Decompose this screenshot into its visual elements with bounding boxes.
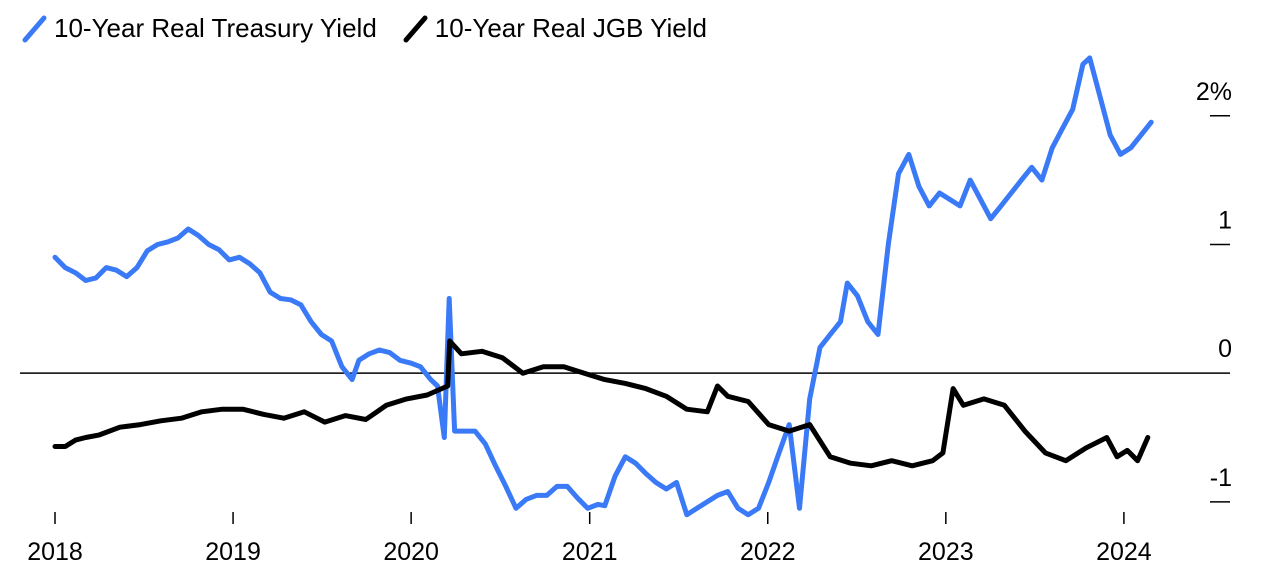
- legend-swatch-jgb: [403, 15, 428, 43]
- legend-swatch-treasury: [22, 15, 47, 43]
- series-line-jgb: [52, 338, 1151, 469]
- legend-label-jgb: 10-Year Real JGB Yield: [434, 13, 707, 43]
- x-tick-label-2022: 2022: [740, 538, 796, 566]
- legend-line-treasury: [22, 15, 47, 43]
- x-tick-label-2021: 2021: [562, 538, 618, 566]
- x-tick-label-2023: 2023: [918, 538, 974, 566]
- x-tick-label-2018: 2018: [27, 538, 83, 566]
- y-tick-label-1: 1: [1218, 206, 1232, 234]
- series-line-treasury: [52, 55, 1154, 518]
- x-tick-label-2020: 2020: [383, 538, 439, 566]
- series-layer: [52, 55, 1154, 518]
- legend-item-treasury[interactable]: 10-Year Real Treasury Yield: [22, 12, 377, 44]
- legend-line-jgb: [403, 15, 428, 43]
- y-tick-label-2: 0: [1218, 335, 1232, 363]
- x-axis: 2018 2019 2020 2021 2022 2023 2024: [27, 512, 1152, 566]
- y-tick-label-0: 2%: [1196, 78, 1232, 106]
- y-axis: 2% 1 0 -1: [1196, 78, 1232, 503]
- legend-label-treasury: 10-Year Real Treasury Yield: [54, 13, 377, 43]
- x-tick-label-2024: 2024: [1096, 538, 1152, 566]
- x-tick-label-2019: 2019: [205, 538, 261, 566]
- legend-item-jgb[interactable]: 10-Year Real JGB Yield: [403, 12, 707, 44]
- chart-legend: 10-Year Real Treasury Yield 10-Year Real…: [22, 12, 733, 44]
- y-tick-label-3: -1: [1210, 464, 1232, 492]
